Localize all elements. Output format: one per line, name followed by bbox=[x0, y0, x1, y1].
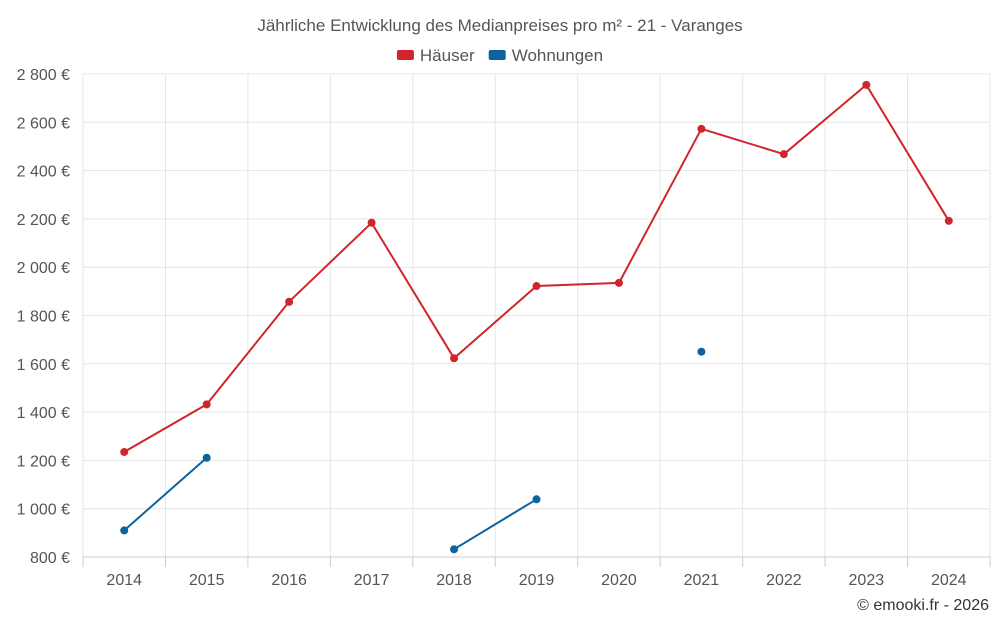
series-wohnungen bbox=[120, 347, 706, 554]
y-tick-label: 2 200 € bbox=[17, 212, 70, 229]
x-tick-label: 2018 bbox=[436, 572, 472, 589]
data-point[interactable] bbox=[202, 400, 211, 409]
data-point[interactable] bbox=[697, 124, 706, 133]
data-point[interactable] bbox=[450, 354, 459, 363]
x-tick-label: 2024 bbox=[931, 572, 967, 589]
data-point[interactable] bbox=[450, 545, 459, 554]
y-tick-label: 1 400 € bbox=[17, 405, 70, 422]
grid bbox=[82, 73, 991, 558]
series-line bbox=[123, 456, 208, 532]
data-point[interactable] bbox=[779, 150, 788, 159]
data-point[interactable] bbox=[532, 495, 541, 504]
y-tick-label: 1 600 € bbox=[17, 357, 70, 374]
y-tick-label: 1 200 € bbox=[17, 453, 70, 470]
x-tick-label: 2020 bbox=[601, 572, 637, 589]
x-tick-label: 2021 bbox=[684, 572, 720, 589]
legend: Häuser Wohnungen bbox=[396, 46, 603, 65]
x-tick-label: 2014 bbox=[106, 572, 142, 589]
data-point[interactable] bbox=[614, 278, 623, 287]
legend-symbol bbox=[488, 50, 506, 60]
legend-item-häuser[interactable]: Häuser bbox=[396, 46, 475, 65]
data-point[interactable] bbox=[120, 447, 129, 456]
data-point[interactable] bbox=[367, 218, 376, 227]
series-line bbox=[453, 498, 538, 551]
y-tick-label: 800 € bbox=[30, 550, 70, 567]
x-tick-label: 2017 bbox=[354, 572, 390, 589]
y-tick-label: 2 800 € bbox=[17, 67, 70, 84]
axes: 800 € 1 000 € 1 200 € 1 400 € 1 600 € 1 800 €… bbox=[17, 67, 991, 589]
legend-symbol bbox=[396, 50, 414, 60]
data-point[interactable] bbox=[202, 453, 211, 462]
x-tick-label: 2019 bbox=[519, 572, 555, 589]
data-point[interactable] bbox=[944, 216, 953, 225]
data-point[interactable] bbox=[120, 526, 129, 535]
legend-item-wohnungen[interactable]: Wohnungen bbox=[488, 46, 603, 65]
y-tick-label: 1 800 € bbox=[17, 309, 70, 326]
data-point[interactable] bbox=[532, 282, 541, 291]
legend-label: Wohnungen bbox=[512, 46, 603, 65]
data-point[interactable] bbox=[862, 80, 871, 89]
legend-label: Häuser bbox=[420, 46, 475, 65]
series-häuser bbox=[120, 80, 953, 456]
credits: © emooki.fr - 2026 bbox=[857, 597, 989, 614]
chart-title: Jährliche Entwicklung des Medianpreises … bbox=[257, 16, 742, 35]
y-tick-label: 2 600 € bbox=[17, 115, 70, 132]
data-point[interactable] bbox=[285, 297, 294, 306]
data-point[interactable] bbox=[697, 347, 706, 356]
y-tick-label: 2 000 € bbox=[17, 260, 70, 277]
x-tick-label: 2023 bbox=[849, 572, 885, 589]
y-tick-label: 2 400 € bbox=[17, 164, 70, 181]
series bbox=[120, 80, 953, 554]
x-tick-label: 2015 bbox=[189, 572, 225, 589]
y-tick-label: 1 000 € bbox=[17, 502, 70, 519]
x-tick-label: 2016 bbox=[271, 572, 307, 589]
x-tick-label: 2022 bbox=[766, 572, 802, 589]
